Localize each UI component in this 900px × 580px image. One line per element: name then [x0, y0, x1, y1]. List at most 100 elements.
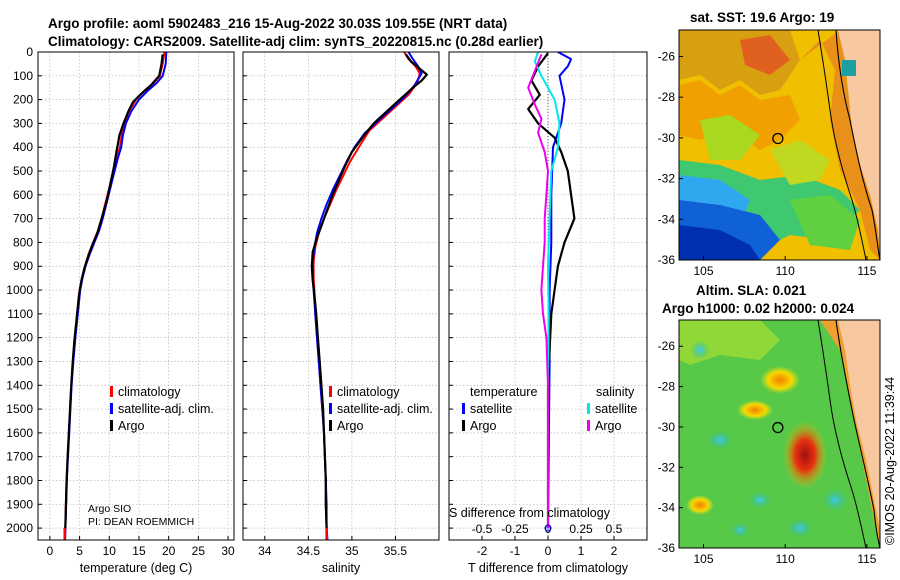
credit-line2: PI: DEAN ROEMMICH [88, 516, 194, 528]
x-tick-label: 20 [162, 544, 176, 558]
map-x-tick-label: 105 [693, 264, 713, 278]
legend-swatch-climatology [329, 386, 332, 397]
y-tick-label: 2000 [6, 521, 33, 535]
profile-panels: 0 5 10 15 20 25 300100200300400500600700800900… [6, 45, 648, 575]
legend-swatch-s-satellite [587, 403, 590, 414]
x-tick-label: 0 [545, 544, 552, 558]
sst-map-title: sat. SST: 19.6 Argo: 19 [690, 10, 834, 25]
map-y-tick-label: -30 [658, 131, 676, 145]
legend-label-climatology: climatology [118, 385, 181, 399]
figure-title-line1: Argo profile: aoml 5902483_216 15-Aug-20… [48, 16, 507, 31]
series-line-t-satellite [547, 51, 573, 529]
x-tick-label: 34 [258, 544, 272, 558]
y-tick-label: 1400 [6, 378, 33, 392]
legend-swatch-t-satellite [462, 403, 465, 414]
argo-position-marker-sla [772, 421, 784, 434]
legend-swatch-argo [329, 420, 332, 431]
map-x-tick-label: 110 [776, 264, 795, 278]
map-y-tick-label: -32 [658, 460, 676, 474]
y-tick-label: 400 [13, 140, 33, 154]
y-tick-label: 1300 [6, 354, 33, 368]
x-tick-label: -2 [477, 544, 488, 558]
series-line-argo [310, 53, 428, 529]
map-y-tick-label: -28 [658, 380, 676, 394]
legend-swatch-argo [110, 420, 113, 431]
sst-map [679, 30, 880, 260]
legend-label-argo: Argo [118, 419, 144, 433]
y-tick-label: 1000 [6, 283, 33, 297]
sla-map [679, 320, 880, 548]
x-tick-label: 0 [47, 544, 54, 558]
salinity-legend: climatology satellite-adj. clim. Argo [329, 385, 433, 433]
sla-map-frame [678, 319, 881, 549]
legend-title-salinity: salinity [596, 385, 635, 399]
zero-marker [544, 524, 552, 532]
credit-line1: Argo SIO [88, 503, 131, 515]
x-tick-label: 25 [192, 544, 206, 558]
legend-swatch-climatology [110, 386, 113, 397]
series-line-s-satellite [533, 51, 561, 529]
sla-map-title-line2: Argo h1000: 0.02 h2000: 0.024 [662, 301, 855, 316]
legend-swatch-satellite [110, 403, 113, 414]
map-x-tick-label: 105 [693, 552, 713, 566]
sla-map-ticks: 105 110 115 -26 -28 -30 -32 -34 -36 [658, 339, 877, 566]
y-tick-label: 600 [13, 188, 33, 202]
map-y-tick-label: -34 [658, 501, 676, 515]
x-tick-label: 15 [132, 544, 146, 558]
x-tick-label: 2 [611, 544, 618, 558]
x-tick-label: 30 [221, 544, 235, 558]
legend-swatch-t-argo [462, 420, 465, 431]
series-line-argo [64, 54, 164, 529]
legend-swatch-s-argo [587, 420, 590, 431]
x-tick-label: 35.5 [384, 544, 408, 558]
y-tick-label: 900 [13, 259, 33, 273]
sst-map-frame [678, 29, 881, 261]
legend-title-temperature: temperature [470, 385, 537, 399]
y-tick-label: 100 [13, 69, 33, 83]
panel-frame [37, 51, 235, 541]
s-difference-axis-label: S difference from climatology [449, 506, 611, 520]
s-tick-label: -0.25 [501, 522, 529, 536]
map-y-tick-label: -36 [658, 541, 676, 555]
y-tick-label: 1100 [7, 307, 33, 321]
x-axis-label: salinity [322, 561, 361, 575]
x-tick-label: 34.5 [297, 544, 321, 558]
legend-label-satellite: satellite-adj. clim. [337, 402, 433, 416]
series-line-climatology [312, 51, 421, 540]
y-tick-label: 1900 [6, 497, 33, 511]
s-tick-label: 0 [545, 522, 552, 536]
x-tick-label: 5 [76, 544, 83, 558]
y-tick-label: 300 [13, 116, 33, 130]
legend-swatch-satellite [329, 403, 332, 414]
map-y-tick-label: -32 [658, 172, 676, 186]
y-tick-label: 700 [13, 212, 33, 226]
difference-legend: temperature salinity satellite Argo sate… [462, 385, 637, 433]
s-tick-label: -0.5 [472, 522, 493, 536]
map-x-tick-label: 110 [776, 552, 795, 566]
y-tick-label: 1500 [6, 402, 33, 416]
x-axis-label: T difference from climatology [468, 561, 629, 575]
s-difference-ticks: -0.5 -0.25 0 0.25 0.5 [472, 522, 623, 536]
temperature-legend: climatology satellite-adj. clim. Argo [110, 385, 214, 433]
y-tick-label: 1800 [6, 473, 33, 487]
figure-title-line2: Climatology: CARS2009. Satellite-adj cli… [48, 34, 543, 49]
legend-label-t-satellite: satellite [470, 402, 512, 416]
imos-timestamp: ©IMOS 20-Aug-2022 11:39:44 [883, 377, 897, 545]
y-tick-label: 1200 [6, 331, 33, 345]
map-y-tick-label: -34 [658, 212, 676, 226]
panel-frame [242, 51, 440, 541]
argo-position-marker-sst [772, 132, 784, 145]
y-tick-label: 500 [13, 164, 33, 178]
map-y-tick-label: -26 [658, 49, 676, 63]
series-line-satellite-adj-clim- [311, 51, 423, 541]
sla-map-title-line1: Altim. SLA: 0.021 [696, 283, 807, 298]
map-x-tick-label: 115 [857, 552, 876, 566]
map-y-tick-label: -28 [658, 90, 676, 104]
series-line-satellite-adj-clim- [64, 51, 168, 541]
x-tick-label: -1 [510, 544, 521, 558]
y-tick-label: 200 [13, 93, 33, 107]
y-tick-label: 1700 [6, 450, 33, 464]
series-line-s-argo [527, 54, 549, 529]
x-tick-label: 35 [345, 544, 359, 558]
